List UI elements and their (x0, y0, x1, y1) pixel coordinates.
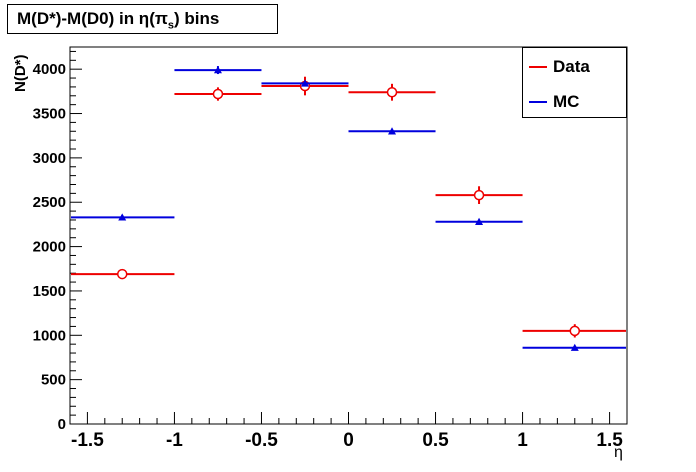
y-tick-label: 4000 (33, 61, 66, 78)
data-point-data (116, 268, 128, 280)
legend-entry-mc: MC (527, 91, 625, 113)
data-point-mc (388, 127, 397, 135)
y-tick-label: 1500 (33, 283, 66, 300)
legend-entry-data: Data (527, 56, 625, 78)
data-point-data (212, 88, 224, 100)
data-point-mc (300, 79, 309, 87)
data-point-data (386, 86, 398, 98)
legend-label-mc: MC (553, 92, 580, 111)
data-point-mc (475, 217, 484, 225)
data-point-mc (213, 66, 222, 74)
x-tick-label: 0.5 (422, 430, 449, 451)
data-point-data (569, 325, 581, 337)
y-axis-title: N(D*) (12, 54, 29, 93)
legend-swatch-mc (529, 101, 547, 103)
chart-title-end: ) bins (174, 9, 220, 28)
y-tick-label: 2000 (33, 239, 66, 256)
y-tick-label: 2500 (33, 194, 66, 211)
y-tick-label: 3000 (33, 150, 66, 167)
legend-label-data: Data (553, 57, 590, 76)
y-tick-label: 1000 (33, 327, 66, 344)
x-tick-label: 1.5 (596, 430, 623, 451)
chart-title: M(D*)-M(D0) in η(πs) bins (7, 4, 278, 34)
y-tick-label: 0 (58, 416, 66, 433)
data-point-data (473, 189, 485, 201)
x-tick-label: 1 (517, 430, 528, 451)
data-point-mc (118, 213, 127, 221)
legend-swatch-data (529, 66, 547, 68)
x-axis-title: η (614, 444, 623, 461)
x-tick-label: -1.5 (71, 430, 104, 451)
y-tick-label: 3500 (33, 106, 66, 123)
x-tick-label: -1 (166, 430, 183, 451)
x-tick-label: 0 (343, 430, 354, 451)
chart-title-subscript: s (167, 19, 174, 32)
chart-title-main: M(D*)-M(D0) in η(π (17, 9, 168, 28)
x-tick-label: -0.5 (245, 430, 278, 451)
y-tick-label: 500 (41, 372, 66, 389)
data-point-mc (570, 343, 579, 351)
legend: Data MC (522, 47, 627, 118)
